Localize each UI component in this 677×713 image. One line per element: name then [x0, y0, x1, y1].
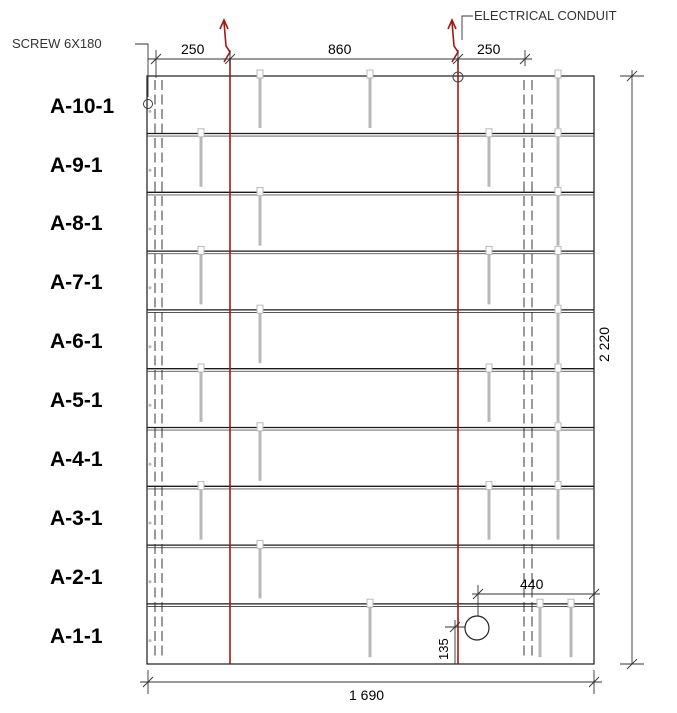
service-hole	[464, 615, 490, 641]
panel-label: A-6-1	[50, 330, 103, 353]
top-dimension-line	[148, 50, 532, 78]
screw-dot	[148, 345, 152, 349]
panel-label: A-3-1	[50, 507, 103, 530]
screw-dot	[148, 462, 152, 466]
dim-overall-height: 2 220	[596, 326, 612, 362]
panel-label: A-4-1	[50, 448, 103, 471]
dim-top-mid: 860	[328, 41, 352, 57]
width-dimension-line	[140, 670, 602, 694]
screw-dot	[148, 168, 152, 172]
hole-offset-x-dimension	[472, 585, 600, 640]
screw-dot	[148, 403, 152, 407]
conduit-entry-marker	[452, 71, 464, 83]
panel-label: A-1-1	[50, 625, 103, 648]
dim-hole-offset-y: 135	[436, 638, 451, 660]
screw-dot	[148, 639, 152, 643]
dim-top-right: 250	[477, 41, 501, 57]
panel-label: A-7-1	[50, 271, 103, 294]
screw-annotation: SCREW 6X180	[12, 36, 102, 51]
panel-label: A-8-1	[50, 212, 103, 235]
panel-label: A-2-1	[50, 566, 103, 589]
height-dimension-line	[620, 70, 644, 670]
dim-hole-offset-x: 440	[520, 576, 544, 592]
dim-overall-width: 1 690	[349, 687, 385, 703]
screw-dot	[148, 286, 152, 290]
dim-top-left: 250	[181, 41, 205, 57]
conduit-arrow-left	[219, 18, 231, 63]
screw-dot	[148, 227, 152, 231]
conduit-arrow-right	[447, 18, 459, 63]
panel-label: A-5-1	[50, 389, 103, 412]
screw-markers	[148, 69, 575, 658]
screw-leader	[135, 43, 153, 109]
panel-stack	[146, 75, 595, 665]
conduit-leader	[461, 15, 473, 40]
screw-dot	[148, 109, 152, 113]
hole-offset-y-dimension	[445, 620, 466, 664]
panel-label: A-10-1	[50, 95, 115, 118]
conduit-annotation: ELECTRICAL CONDUIT	[474, 8, 617, 23]
screw-dot	[148, 580, 152, 584]
edge-dashed-lines	[154, 80, 533, 660]
panel-label: A-9-1	[50, 154, 103, 177]
screw-dot	[148, 521, 152, 525]
